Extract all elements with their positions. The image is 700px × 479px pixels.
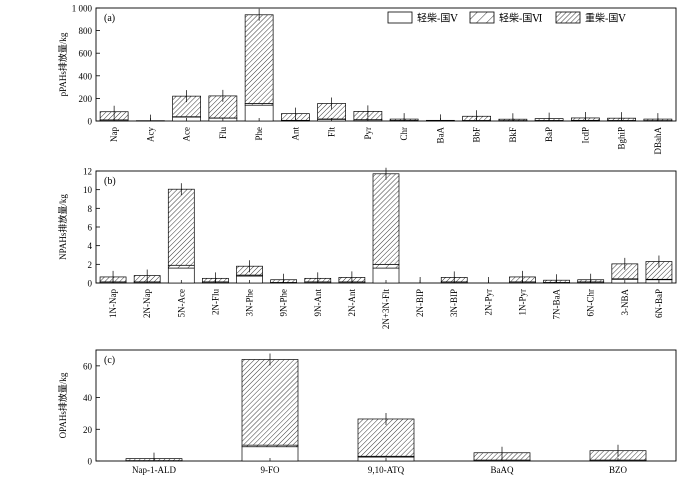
panel-c-bar-9-fo-s3: [241, 359, 299, 446]
panel-a-x-tick-label: Acy: [145, 127, 155, 142]
panel-c-x-tick-label: BaAQ: [491, 465, 514, 475]
panel-b-bar-2n-3n-flt-s3: [372, 173, 400, 265]
panel-a-x-tick-label: Ace: [182, 127, 192, 142]
panel-b-y-tick-label: 2: [88, 260, 93, 270]
panel-a: 0 200 400 600 800 1 000 (a) pPAHs排放量/kg Nap Acy Ac…: [57, 4, 677, 155]
panel-b-y-tick-label: 8: [88, 204, 93, 214]
panel-a-x-tick-label: BbF: [472, 127, 482, 143]
panel-b-x-tick-label: 6N-BaP: [654, 289, 664, 318]
legend-label-light-vi: 轻柴-国Ⅵ: [499, 12, 542, 25]
panel-c-x-tick-label: BZO: [609, 465, 628, 475]
panel-b-y-axis-title: NPAHs排放量/kg: [57, 194, 68, 260]
panel-b-x-tick-label: 1N-Pyr: [517, 289, 527, 316]
panel-b-x-tick-label: 3N-Phe: [245, 289, 255, 317]
panel-a-plot-frame: [95, 7, 677, 122]
panel-c-y-axis-title: OPAHs排放量/kg: [57, 372, 68, 438]
panel-a-x-tick-label: Flu: [218, 127, 228, 140]
panel-b-bar-5n-ace-s2: [167, 264, 195, 269]
panel-b-x-tick-label: 2N-Flu: [210, 289, 220, 316]
panel-a-x-tick-label: BaP: [544, 127, 554, 142]
legend-swatch-heavy-v: [555, 11, 581, 24]
panel-b-x-tick-label: 2N+3N-Flt: [381, 289, 391, 330]
panel-c-y-tick-label: 40: [83, 393, 93, 403]
panel-a-x-tick-label: Flt: [327, 127, 337, 138]
legend-label-light-v: 轻柴-国Ⅴ: [417, 12, 458, 25]
panel-a-y-tick-label: 400: [79, 71, 93, 81]
panel-a-bar-phe-s3: [244, 14, 274, 104]
panel-a-x-tick-label: IcdP: [580, 127, 590, 144]
panel-b-tag: (b): [104, 176, 116, 187]
legend-label-heavy-v: 重柴-国Ⅴ: [585, 12, 626, 25]
panel-c-x-tick-label: 9,10-ATQ: [368, 465, 405, 475]
panel-b-y-tick-label: 6: [88, 223, 93, 233]
panel-b-y-tick-label: 12: [83, 167, 92, 177]
panel-b-y-tick-label: 0: [88, 279, 93, 289]
legend: 轻柴-国Ⅴ 轻柴-国Ⅵ 重柴-国Ⅴ: [387, 11, 626, 25]
panel-a-y-tick-label: 800: [79, 26, 93, 36]
panel-a-x-tick-label: BghiP: [617, 127, 627, 150]
panel-c-x-tick-label: Nap-1-ALD: [132, 465, 176, 475]
panel-b-y-tick-label: 10: [83, 185, 93, 195]
legend-swatch-light-v: [387, 11, 413, 24]
panel-c-y-tick-label: 0: [88, 457, 93, 467]
panel-a-x-tick-label: DBahA: [653, 127, 663, 155]
panel-a-x-tick-label: BkF: [508, 127, 518, 143]
panel-c-y-tick-label: 20: [83, 425, 93, 435]
panel-b-y-tick-label: 4: [88, 241, 93, 251]
legend-swatch-light-vi: [469, 11, 495, 24]
panel-b-x-tick-label: 6N-Chr: [586, 289, 596, 317]
panel-b-x-tick-label: 9N-Ant: [313, 289, 323, 317]
panel-a-y-tick-label: 200: [79, 94, 93, 104]
panel-b-x-tick-label: 3-NBA: [620, 289, 630, 316]
panel-a-x-tick-label: Pyr: [363, 127, 373, 140]
panel-b-x-tick-label: 2N-Nap: [142, 289, 152, 318]
panel-b-x-tick-label: 2N-Pyr: [483, 289, 493, 316]
panel-b-x-tick-label: 2N-BIP: [415, 289, 425, 317]
panel-c-tag: (c): [104, 355, 115, 366]
panel-b-x-tick-label: 5N-Ace: [176, 289, 186, 318]
panel-b-bar-2n-3n-flt-s2: [372, 263, 400, 269]
panel-c-bar-9-10-atq-s3: [357, 418, 415, 457]
panel-b: 0 2 4 6 8 10 12 (b) NPAHs排放量/kg 1N-Nap 2N-Nap 5N-Ac…: [57, 167, 677, 330]
panel-b-x-tick-label: 9N-Phe: [279, 289, 289, 317]
panel-b-x-tick-label: 3N-BIP: [449, 289, 459, 317]
panel-a-x-tick-label: Nap: [109, 127, 119, 142]
panel-a-y-tick-label: 600: [79, 49, 93, 59]
panel-b-x-tick-label: 7N-BaA: [552, 289, 562, 320]
panel-c-y-tick-label: 60: [83, 361, 93, 371]
panel-a-y-axis-title: pPAHs排放量/kg: [57, 32, 68, 96]
panel-c: 0 20 40 60 (c) OPAHs排放量/kg Nap-1-ALD 9-FO 9,10-A…: [57, 349, 677, 475]
panel-a-x-tick-label: Phe: [254, 127, 264, 141]
panel-b-x-tick-label: 1N-Nap: [108, 289, 118, 318]
panel-a-y-tick-label: 1 000: [72, 4, 93, 14]
panel-a-tag: (a): [104, 13, 115, 24]
panel-a-x-tick-label: Chr: [399, 127, 409, 141]
panel-a-x-tick-label: BaA: [435, 127, 445, 144]
panel-b-bar-5n-ace-s3: [167, 188, 195, 266]
panel-a-y-tick-label: 0: [88, 117, 93, 127]
panel-a-x-tick-label: Ant: [290, 127, 300, 141]
panel-b-x-tick-label: 2N-Ant: [347, 289, 357, 317]
panel-c-x-tick-label: 9-FO: [260, 465, 280, 475]
